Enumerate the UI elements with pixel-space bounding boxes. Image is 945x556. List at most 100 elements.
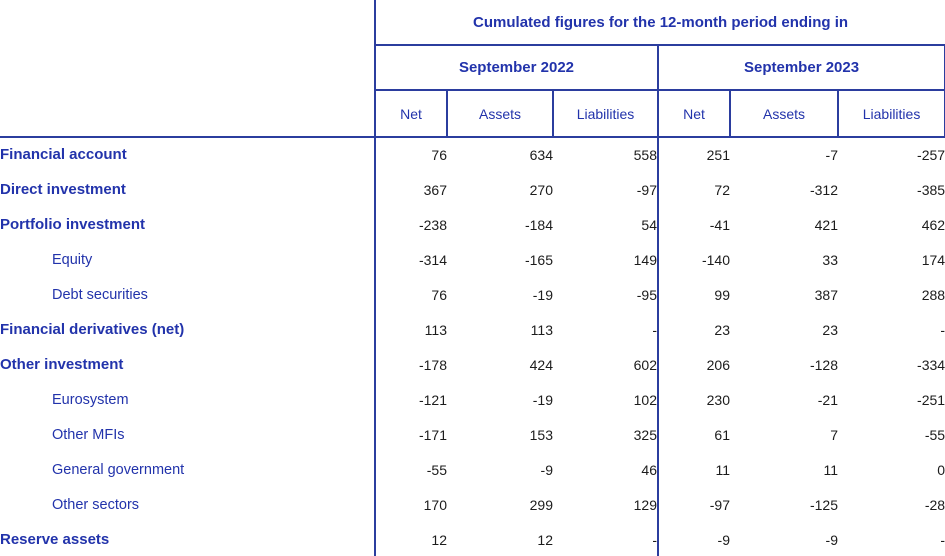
value-liabilities-2022: - [652,531,657,548]
table-row: Portfolio investment -238 -184 54 -41 42… [0,207,945,242]
value-net-2022: 76 [374,277,447,312]
value-net-2023: 61 [657,417,730,452]
value-net-2023: 206 [657,347,730,382]
table-title-row: Cumulated figures for the 12-month perio… [0,0,945,46]
value-liabilities-2023: - [940,531,945,548]
value-net-2022: -238 [374,207,447,242]
value-assets-2023: -125 [809,496,838,513]
value-liabilities-2023: 288 [921,286,945,303]
value-net-2022: 12 [374,522,447,556]
value-liabilities-2022: 149 [633,251,657,268]
value-assets-2022: 12 [537,531,553,548]
value-net-2022: 367 [374,172,447,207]
value-assets-2022: 299 [529,496,553,513]
column-header-assets-2023: Assets [729,89,839,138]
value-net-2022: 76 [374,137,447,172]
column-group-september-2023: September 2023 [656,44,945,91]
value-liabilities-2023: 0 [937,461,945,478]
value-liabilities-2022: - [652,321,657,338]
value-liabilities-2023: -251 [917,391,945,408]
table-body: Financial account 76 634 558 251 -7 -257… [0,137,945,556]
value-assets-2023: 23 [822,321,838,338]
column-header-row: Net Assets Liabilities Net Assets Liabil… [0,89,945,138]
column-header-net-2023: Net [657,89,731,138]
value-net-2023: 99 [657,277,730,312]
value-liabilities-2023: - [940,321,945,338]
value-liabilities-2023: -28 [924,496,945,513]
value-net-2022: -171 [374,417,447,452]
table-row: Other MFIs -171 153 325 61 7 -55 [0,417,945,452]
value-net-2023: 230 [657,382,730,417]
column-header-liabilities-2022: Liabilities [552,89,659,138]
value-assets-2022: -9 [540,461,553,478]
value-net-2022: -121 [374,382,447,417]
value-liabilities-2023: -55 [924,426,945,443]
value-net-2023: 11 [657,452,730,487]
value-net-2023: 23 [657,312,730,347]
value-net-2023: -41 [657,207,730,242]
value-net-2022: 170 [374,487,447,522]
row-label: General government [52,461,185,478]
table-row: Eurosystem -121 -19 102 230 -21 -251 [0,382,945,417]
column-group-row: September 2022 September 2023 [0,44,945,91]
table-row: Financial account 76 634 558 251 -7 -257 [0,137,945,172]
value-net-2023: -97 [657,487,730,522]
value-assets-2023: -21 [817,391,838,408]
table-row: Financial derivatives (net) 113 113 - 23… [0,312,945,347]
column-header-assets-2022: Assets [446,89,554,138]
value-liabilities-2022: 46 [641,461,657,478]
value-liabilities-2022: -95 [636,286,657,303]
row-label: Financial account [0,146,127,163]
value-assets-2023: 11 [823,461,838,478]
value-assets-2023: 33 [822,251,838,268]
table-title: Cumulated figures for the 12-month perio… [373,0,945,46]
column-group-september-2022: September 2022 [374,44,659,91]
value-assets-2022: -19 [532,391,553,408]
value-net-2023: 251 [657,137,730,172]
value-assets-2023: 7 [830,426,838,443]
value-assets-2023: -128 [809,356,838,373]
value-assets-2023: -7 [825,147,838,163]
value-assets-2023: -312 [809,181,838,198]
table-row: Debt securities 76 -19 -95 99 387 288 [0,277,945,312]
value-assets-2022: 424 [529,356,553,373]
row-label: Other investment [0,355,124,373]
value-net-2023: -140 [657,242,730,277]
value-liabilities-2023: 462 [921,216,945,233]
table-row: Equity -314 -165 149 -140 33 174 [0,242,945,277]
value-assets-2022: -184 [524,216,553,233]
value-liabilities-2022: 602 [633,356,657,373]
row-label: Direct investment [0,180,126,198]
column-header-liabilities-2023: Liabilities [836,89,945,138]
row-label: Eurosystem [52,391,129,408]
table-row: Other sectors 170 299 129 -97 -125 -28 [0,487,945,522]
corner-blank [0,0,375,45]
row-label: Debt securities [52,286,148,303]
table-row: Other investment -178 424 602 206 -128 -… [0,347,945,382]
value-liabilities-2022: 54 [641,216,657,233]
row-label: Portfolio investment [0,215,146,233]
value-net-2023: -9 [657,522,730,556]
value-liabilities-2023: 174 [921,251,945,268]
value-liabilities-2022: 102 [633,391,657,408]
value-liabilities-2022: 558 [633,147,657,163]
value-assets-2022: 153 [529,426,553,443]
table-row: Direct investment 367 270 -97 72 -312 -3… [0,172,945,207]
value-liabilities-2023: -257 [917,147,945,163]
value-assets-2023: 387 [814,286,838,303]
table-row: Reserve assets 12 12 - -9 -9 - [0,522,945,556]
value-liabilities-2023: -334 [917,356,945,373]
row-label: Other sectors [52,496,140,513]
value-assets-2022: 270 [529,181,553,198]
value-net-2022: -178 [374,347,447,382]
value-assets-2022: 113 [530,321,553,338]
value-assets-2023: -9 [825,531,838,548]
value-liabilities-2022: 325 [633,426,657,443]
value-liabilities-2023: -385 [917,181,945,198]
table-row: General government -55 -9 46 11 11 0 [0,452,945,487]
value-net-2023: 72 [657,172,730,207]
row-label: Equity [52,251,93,268]
value-net-2022: -55 [374,452,447,487]
